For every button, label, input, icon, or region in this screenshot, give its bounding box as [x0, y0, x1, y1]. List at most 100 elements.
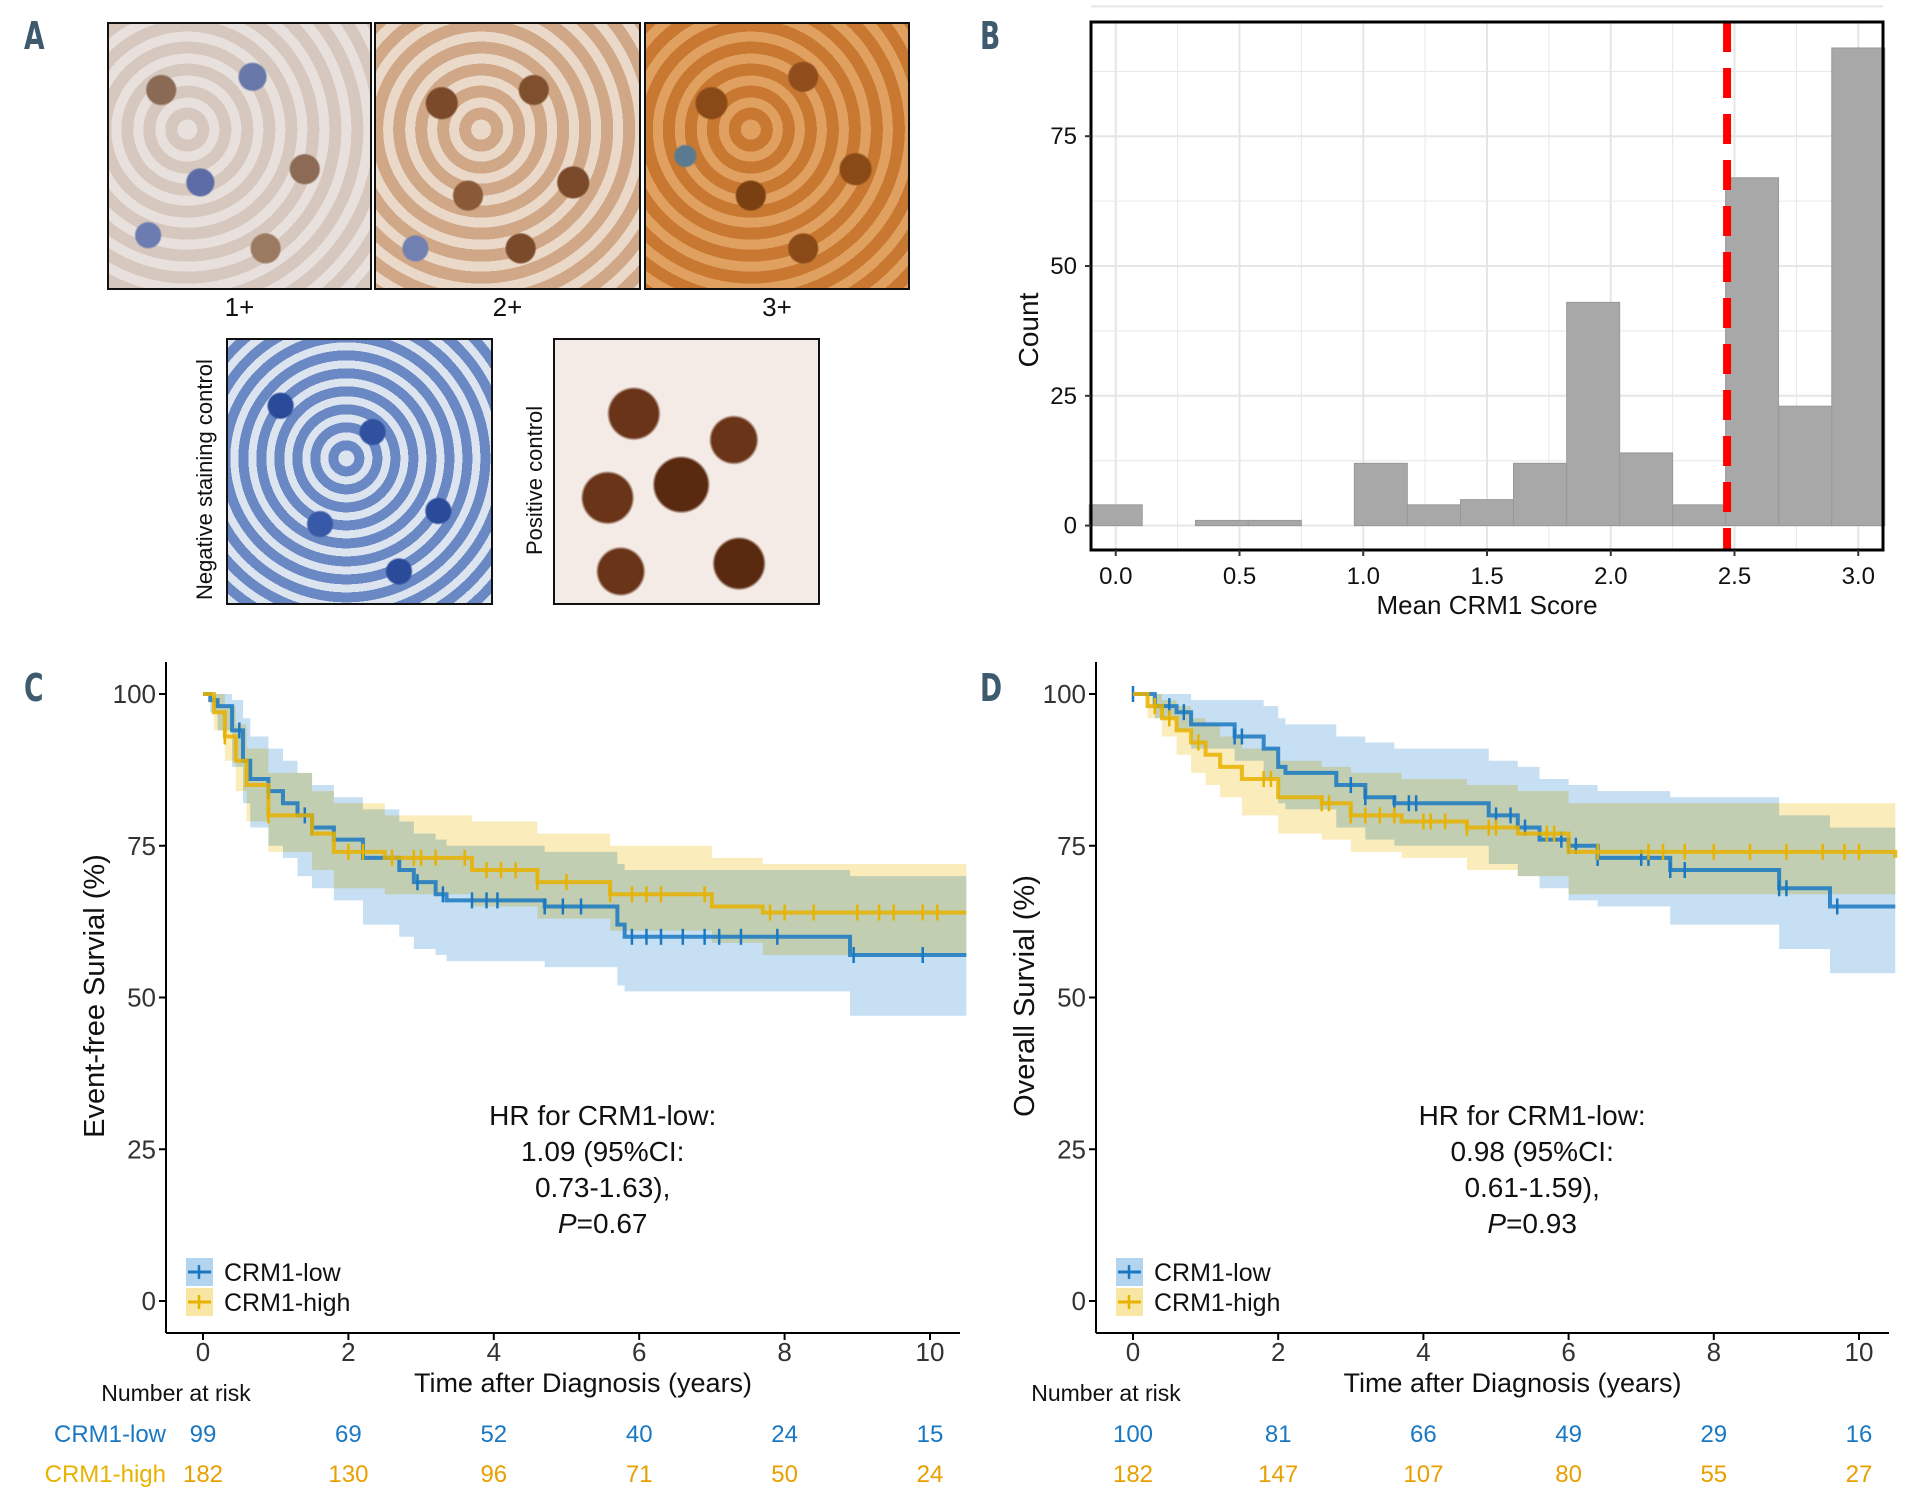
x-tick-label: 10 [1845, 1337, 1874, 1367]
risk-count: 71 [626, 1461, 653, 1488]
x-axis-title: Time after Diagnosis (years) [1343, 1368, 1681, 1398]
x-tick-label: 0 [1126, 1337, 1140, 1367]
panel-label-a: A [24, 14, 45, 58]
risk-count: 130 [328, 1461, 368, 1488]
y-tick-label: 50 [1057, 983, 1086, 1013]
km-panel-2: 0 25 50 75 100 0 2 4 6 8 10 Time after Diagnosis (y… [1009, 662, 1898, 1488]
survival-curve-crm1-high [1133, 692, 1898, 858]
risk-count: 99 [190, 1421, 217, 1448]
y-tick-label: 0 [1064, 513, 1077, 540]
x-tick-label: 0.5 [1223, 563, 1256, 590]
histogram-bar [1353, 462, 1408, 527]
x-axis-title: Mean CRM1 Score [1376, 590, 1597, 620]
histogram-bar [1512, 462, 1567, 527]
risk-count: 80 [1555, 1461, 1582, 1488]
histogram-bar [1088, 504, 1143, 527]
risk-count: 50 [771, 1461, 798, 1488]
y-tick-label: 0 [142, 1286, 156, 1316]
legend-label: CRM1-low [1154, 1259, 1272, 1287]
risk-count: 69 [335, 1421, 362, 1448]
y-axis-title: Count [1013, 292, 1044, 367]
risk-count: 107 [1403, 1461, 1443, 1488]
y-tick-label: 0 [1072, 1286, 1086, 1316]
panel-label-b: B [980, 14, 1001, 58]
hr-annotation-line: 0.98 (95%CI: [1450, 1136, 1613, 1167]
y-tick-label: 25 [127, 1134, 156, 1164]
risk-count: 16 [1846, 1421, 1873, 1448]
y-axis-title: Overall Survial (%) [1009, 875, 1041, 1117]
y-tick-label: 25 [1057, 1134, 1086, 1164]
hr-annotation-line: HR for CRM1-low: [489, 1100, 716, 1131]
risk-count: 55 [1700, 1461, 1727, 1488]
p-value-symbol: P [558, 1208, 577, 1239]
hr-annotation-line: HR for CRM1-low: [1419, 1100, 1646, 1131]
risk-count: 96 [480, 1461, 507, 1488]
caption-1plus: 1+ [224, 292, 255, 322]
risk-table-title: Number at risk [101, 1380, 251, 1406]
x-tick-label: 3.0 [1842, 563, 1875, 590]
risk-count: 27 [1846, 1461, 1873, 1488]
x-tick-label: 2.5 [1718, 563, 1751, 590]
x-tick-label: 6 [632, 1337, 646, 1367]
risk-count: 182 [183, 1461, 223, 1488]
y-tick-label: 50 [127, 983, 156, 1013]
legend-label: CRM1-low [224, 1259, 342, 1287]
caption-3plus: 3+ [762, 292, 792, 322]
risk-count: 182 [1113, 1461, 1153, 1488]
legend-label: CRM1-high [1154, 1289, 1280, 1317]
histogram-bar [1778, 405, 1833, 527]
risk-count: 147 [1258, 1461, 1298, 1488]
x-tick-label: 8 [1707, 1337, 1721, 1367]
p-value: =0.67 [577, 1208, 648, 1239]
x-tick-label: 8 [777, 1337, 791, 1367]
risk-count: 81 [1265, 1421, 1292, 1448]
risk-count: 24 [771, 1421, 798, 1448]
x-tick-label: 0 [196, 1337, 210, 1367]
x-tick-label: 10 [916, 1337, 945, 1367]
x-axis-title: Time after Diagnosis (years) [414, 1368, 752, 1398]
x-tick-label: 0.0 [1099, 563, 1132, 590]
x-tick-label: 2 [341, 1337, 355, 1367]
x-tick-label: 2 [1271, 1337, 1285, 1367]
risk-count: 15 [917, 1421, 944, 1448]
confidence-band-crm1-high [1133, 694, 1896, 895]
y-tick-label: 75 [127, 831, 156, 861]
risk-count: 29 [1700, 1421, 1727, 1448]
histogram-bar [1460, 499, 1514, 527]
y-tick-label: 75 [1057, 831, 1086, 861]
hr-annotation-line: 0.73-1.63), [535, 1172, 670, 1203]
confidence-band-crm1-high [203, 694, 967, 956]
risk-count: 40 [626, 1421, 653, 1448]
risk-count: 52 [480, 1421, 507, 1448]
x-tick-label: 6 [1561, 1337, 1575, 1367]
hr-annotation-line: 1.09 (95%CI: [521, 1136, 684, 1167]
histogram-bar [1407, 504, 1462, 527]
p-value: =0.93 [1506, 1208, 1577, 1239]
caption-2plus: 2+ [492, 292, 523, 322]
x-tick-label: 2.0 [1594, 563, 1627, 590]
risk-count: 66 [1410, 1421, 1437, 1448]
micrograph-positive-control [553, 338, 820, 605]
survival-curve-crm1-low [1133, 692, 1896, 909]
hr-annotation-line: P=0.67 [558, 1208, 648, 1239]
histogram-bar [1725, 177, 1780, 527]
y-tick-label: 75 [1050, 123, 1077, 150]
y-tick-label: 25 [1050, 383, 1077, 410]
risk-row-label: CRM1-low [54, 1421, 167, 1448]
micrograph-3plus [644, 22, 910, 290]
p-value-symbol: P [1487, 1208, 1506, 1239]
histogram-bar [1672, 504, 1727, 527]
panel-label-d: D [980, 666, 1003, 710]
hr-annotation-line: 0.61-1.59), [1464, 1172, 1599, 1203]
micrograph-1plus [107, 22, 372, 290]
histogram-bar [1566, 301, 1621, 527]
y-tick-label: 100 [1043, 679, 1086, 709]
panel-label-c: C [24, 666, 44, 710]
x-tick-label: 1.0 [1347, 563, 1380, 590]
risk-count: 100 [1113, 1421, 1153, 1448]
micrograph-negative-control [226, 338, 493, 605]
histogram-bar [1619, 452, 1674, 527]
histogram-bar [1247, 519, 1302, 527]
y-tick-label: 50 [1050, 253, 1077, 280]
